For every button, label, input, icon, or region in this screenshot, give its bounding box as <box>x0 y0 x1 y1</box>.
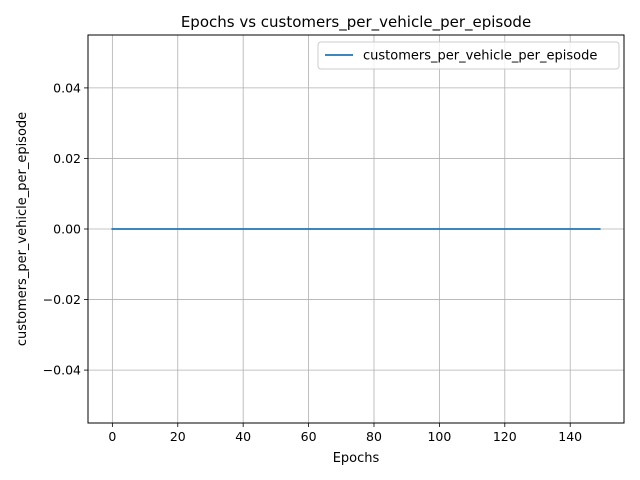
x-tick-label: 60 <box>301 429 317 444</box>
legend-entry-label: customers_per_vehicle_per_episode <box>363 49 597 64</box>
x-tick-label: 80 <box>366 429 382 444</box>
chart-title: Epochs vs customers_per_vehicle_per_epis… <box>181 13 531 32</box>
y-axis-ticks: −0.04 −0.02 0.00 0.02 0.04 <box>43 80 88 378</box>
y-tick-label: −0.02 <box>43 292 81 307</box>
x-tick-label: 140 <box>558 429 582 444</box>
y-tick-label: 0.04 <box>53 80 81 95</box>
x-tick-label: 120 <box>493 429 517 444</box>
x-axis-ticks: 0 20 40 60 80 100 120 140 <box>108 423 582 444</box>
legend: customers_per_vehicle_per_episode <box>317 41 620 70</box>
x-tick-label: 100 <box>427 429 451 444</box>
x-tick-label: 0 <box>108 429 116 444</box>
x-axis-label: Epochs <box>333 451 380 466</box>
y-tick-label: 0.00 <box>53 222 81 237</box>
y-axis-label: customers_per_vehicle_per_episode <box>15 112 30 346</box>
x-tick-label: 40 <box>235 429 251 444</box>
legend-box <box>317 41 620 70</box>
y-tick-label: 0.02 <box>53 151 81 166</box>
y-tick-label: −0.04 <box>43 363 81 378</box>
x-tick-label: 20 <box>170 429 186 444</box>
